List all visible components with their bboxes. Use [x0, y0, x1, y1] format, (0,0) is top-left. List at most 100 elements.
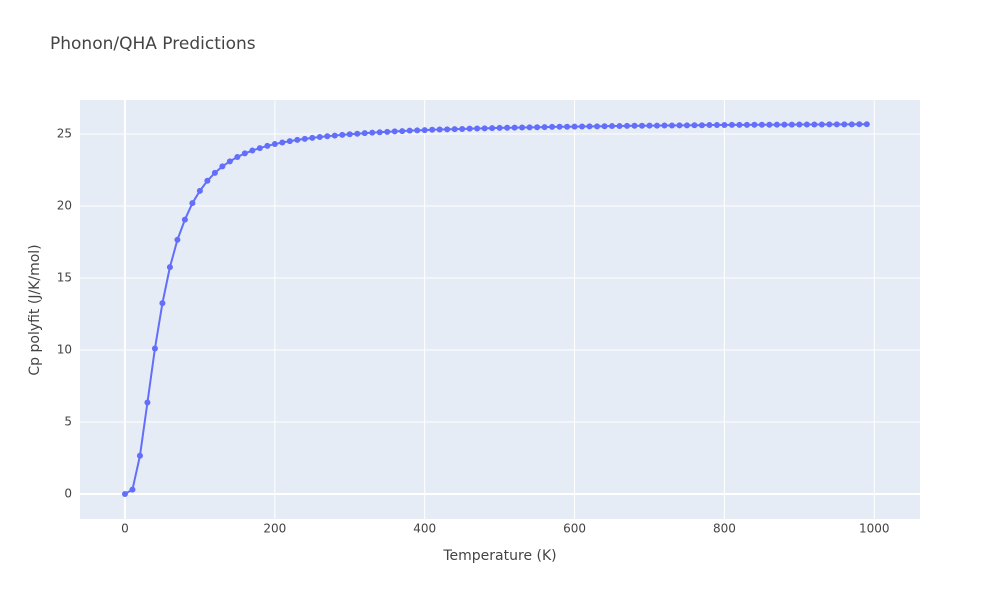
data-point	[234, 154, 241, 161]
data-point	[564, 123, 571, 130]
data-point	[631, 122, 638, 129]
data-point	[444, 126, 451, 133]
data-point	[144, 399, 151, 406]
data-point	[376, 129, 383, 136]
data-point	[331, 132, 338, 139]
data-point	[451, 126, 458, 133]
data-point	[294, 136, 301, 143]
data-point	[459, 125, 466, 132]
data-point	[796, 121, 803, 128]
data-point	[414, 127, 421, 134]
data-point	[698, 122, 705, 129]
data-point	[586, 123, 593, 130]
data-point	[399, 128, 406, 135]
data-point	[421, 127, 428, 134]
data-point	[519, 124, 526, 131]
data-point	[189, 200, 196, 207]
data-point	[489, 125, 496, 132]
data-point	[788, 121, 795, 128]
data-point	[264, 142, 271, 149]
x-tick-label: 600	[563, 522, 586, 536]
data-point	[624, 122, 631, 129]
data-point	[556, 123, 563, 130]
data-point	[803, 121, 810, 128]
data-point	[384, 128, 391, 135]
data-point	[504, 124, 511, 131]
data-point	[129, 486, 136, 493]
y-tick-label: 20	[57, 198, 72, 212]
data-point	[863, 121, 870, 128]
plot-area	[80, 100, 920, 519]
data-point	[706, 122, 713, 129]
data-point	[249, 147, 256, 154]
x-tick-label: 1000	[859, 522, 890, 536]
data-point	[166, 264, 173, 271]
data-point	[721, 122, 728, 129]
data-point	[211, 169, 218, 176]
data-point	[391, 128, 398, 135]
data-point	[226, 158, 233, 165]
data-point	[818, 121, 825, 128]
y-tick-label: 10	[57, 342, 72, 356]
series-line	[124, 123, 867, 495]
data-point	[286, 138, 293, 145]
data-point	[736, 121, 743, 128]
data-point	[526, 124, 533, 131]
y-tick-label: 15	[57, 270, 72, 284]
data-point	[594, 123, 601, 130]
x-tick-label: 200	[263, 522, 286, 536]
data-point	[204, 177, 211, 184]
data-point	[728, 121, 735, 128]
data-point	[646, 122, 653, 129]
data-point	[466, 125, 473, 132]
data-point	[339, 131, 346, 138]
y-tick-label: 25	[57, 126, 72, 140]
data-point	[691, 122, 698, 129]
data-point	[256, 145, 263, 152]
data-point	[638, 122, 645, 129]
y-tick-label: 0	[64, 486, 72, 500]
data-point	[196, 187, 203, 194]
y-tick-label: 5	[64, 414, 72, 428]
data-point	[174, 236, 181, 243]
data-point	[324, 133, 331, 140]
data-point	[136, 452, 143, 459]
data-point	[301, 135, 308, 142]
data-point	[781, 121, 788, 128]
data-point	[751, 121, 758, 128]
chart-title: Phonon/QHA Predictions	[50, 34, 256, 54]
data-point	[541, 124, 548, 131]
data-point	[826, 121, 833, 128]
data-point	[369, 129, 376, 136]
data-point	[676, 122, 683, 129]
data-point	[534, 124, 541, 131]
data-point	[511, 124, 518, 131]
data-point	[811, 121, 818, 128]
data-point	[758, 121, 765, 128]
data-point	[241, 150, 248, 157]
data-point	[841, 121, 848, 128]
data-point	[121, 490, 128, 497]
x-axis-title: Temperature (K)	[442, 548, 556, 564]
data-point	[856, 121, 863, 128]
data-point	[219, 163, 226, 170]
data-point	[316, 134, 323, 141]
data-point	[661, 122, 668, 129]
data-point	[549, 123, 556, 130]
data-point	[181, 216, 188, 223]
data-point	[848, 121, 855, 128]
y-axis-title: Cp polyfit (J/K/mol)	[27, 244, 43, 375]
data-point	[429, 126, 436, 133]
data-point	[279, 139, 286, 146]
data-point	[609, 123, 616, 130]
data-point	[474, 125, 481, 132]
data-point	[601, 123, 608, 130]
data-point	[766, 121, 773, 128]
data-point	[309, 134, 316, 141]
data-point	[668, 122, 675, 129]
data-point	[361, 130, 368, 137]
data-point	[833, 121, 840, 128]
data-point	[653, 122, 660, 129]
data-point	[159, 300, 166, 307]
